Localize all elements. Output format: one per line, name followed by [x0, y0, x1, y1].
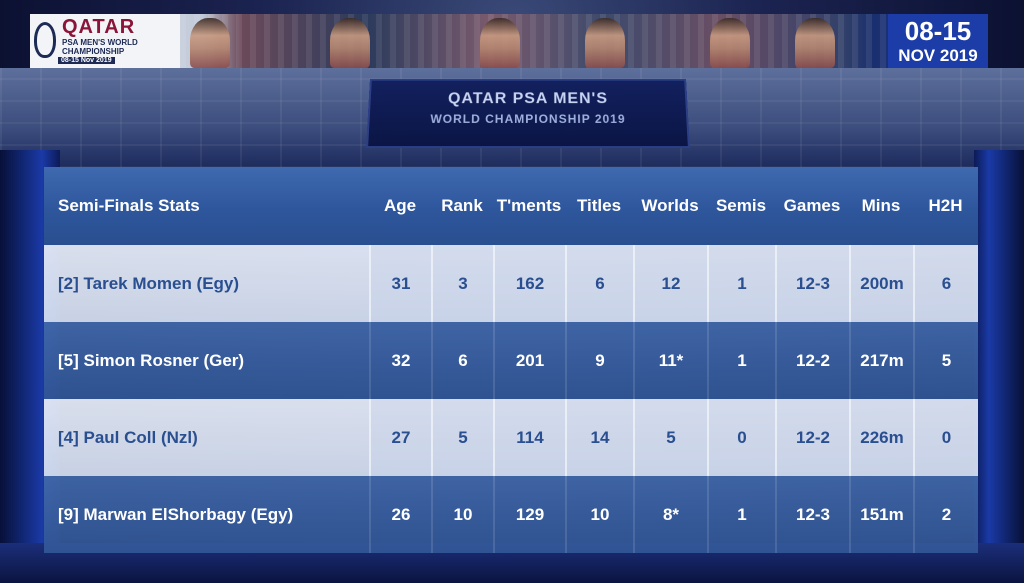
- player-name: [5] Simon Rosner (Ger): [58, 350, 245, 370]
- age-value: 32: [369, 322, 431, 399]
- column-header: Worlds: [641, 196, 699, 215]
- worlds-value: 5: [633, 399, 707, 476]
- column-header: Rank: [441, 196, 483, 215]
- event-logo: QATAR PSA MEN'S WORLD CHAMPIONSHIP 08-15…: [30, 14, 180, 68]
- table-row: [2] Tarek Momen (Egy) 31 3 162 6 12 1 12…: [44, 245, 978, 322]
- titles-value: 9: [565, 322, 633, 399]
- semi-finals-stats-table: Semi-Finals Stats Age Rank T'ments Title…: [44, 167, 978, 553]
- table-header-row: Semi-Finals Stats Age Rank T'ments Title…: [44, 167, 978, 245]
- minutes-value: 217m: [849, 322, 913, 399]
- h2h-value: 0: [913, 399, 978, 476]
- logo-line-psa: PSA MEN'S WORLD: [62, 38, 138, 47]
- rank-value: 5: [431, 399, 493, 476]
- worlds-value: 11*: [633, 322, 707, 399]
- column-header: H2H: [928, 196, 963, 215]
- squash-racket-icon: [34, 22, 56, 58]
- arena-scoreboard: QATAR PSA MEN'S WORLD CHAMPIONSHIP 2019: [366, 78, 690, 149]
- age-value: 27: [369, 399, 431, 476]
- player-photo: [480, 18, 520, 68]
- scoreboard-subtitle: WORLD CHAMPIONSHIP 2019: [430, 112, 626, 126]
- logo-dates: 08-15 Nov 2019: [58, 57, 115, 64]
- table-row: [4] Paul Coll (Nzl) 27 5 114 14 5 0 12-2…: [44, 399, 978, 476]
- h2h-value: 5: [913, 322, 978, 399]
- semis-value: 1: [707, 245, 775, 322]
- worlds-value: 12: [633, 245, 707, 322]
- date-month: NOV 2019: [898, 46, 978, 65]
- games-value: 12-3: [775, 476, 849, 553]
- table-row: [5] Simon Rosner (Ger) 32 6 201 9 11* 1 …: [44, 322, 978, 399]
- arena-seating-right: [974, 150, 1024, 583]
- player-photo: [585, 18, 625, 68]
- h2h-value: 2: [913, 476, 978, 553]
- age-value: 31: [369, 245, 431, 322]
- tournaments-value: 114: [493, 399, 565, 476]
- column-header: Semi-Finals Stats: [58, 196, 200, 215]
- player-name: [9] Marwan ElShorbagy (Egy): [58, 504, 294, 524]
- rank-value: 10: [431, 476, 493, 553]
- games-value: 12-3: [775, 245, 849, 322]
- semis-value: 1: [707, 322, 775, 399]
- player-name: [2] Tarek Momen (Egy): [58, 273, 240, 293]
- tournaments-value: 129: [493, 476, 565, 553]
- games-value: 12-2: [775, 322, 849, 399]
- tournaments-value: 201: [493, 322, 565, 399]
- minutes-value: 151m: [849, 476, 913, 553]
- logo-title: QATAR: [62, 16, 136, 38]
- h2h-value: 6: [913, 245, 978, 322]
- player-photo: [795, 18, 835, 68]
- column-header: Semis: [715, 196, 767, 215]
- titles-value: 14: [565, 399, 633, 476]
- tournaments-value: 162: [493, 245, 565, 322]
- minutes-value: 200m: [849, 245, 913, 322]
- age-value: 26: [369, 476, 431, 553]
- event-banner: QATAR PSA MEN'S WORLD CHAMPIONSHIP 08-15…: [30, 14, 988, 68]
- titles-value: 10: [565, 476, 633, 553]
- table-row: [9] Marwan ElShorbagy (Egy) 26 10 129 10…: [44, 476, 978, 553]
- logo-line-championship: CHAMPIONSHIP: [62, 47, 125, 56]
- titles-value: 6: [565, 245, 633, 322]
- player-photo: [190, 18, 230, 68]
- player-photo: [330, 18, 370, 68]
- column-header: Games: [783, 196, 841, 215]
- date-badge: 08-15 NOV 2019: [888, 14, 988, 68]
- games-value: 12-2: [775, 399, 849, 476]
- semis-value: 0: [707, 399, 775, 476]
- column-header: Mins: [861, 196, 901, 215]
- column-header: Age: [383, 196, 417, 215]
- minutes-value: 226m: [849, 399, 913, 476]
- column-header: Titles: [576, 196, 622, 215]
- player-name: [4] Paul Coll (Nzl): [58, 427, 198, 447]
- rank-value: 3: [431, 245, 493, 322]
- worlds-value: 8*: [633, 476, 707, 553]
- semis-value: 1: [707, 476, 775, 553]
- player-photo: [710, 18, 750, 68]
- rank-value: 6: [431, 322, 493, 399]
- date-range: 08-15: [904, 16, 972, 46]
- column-header: T'ments: [496, 196, 562, 215]
- scoreboard-title: QATAR PSA MEN'S: [447, 90, 609, 108]
- doha-skyline-image: [180, 14, 910, 68]
